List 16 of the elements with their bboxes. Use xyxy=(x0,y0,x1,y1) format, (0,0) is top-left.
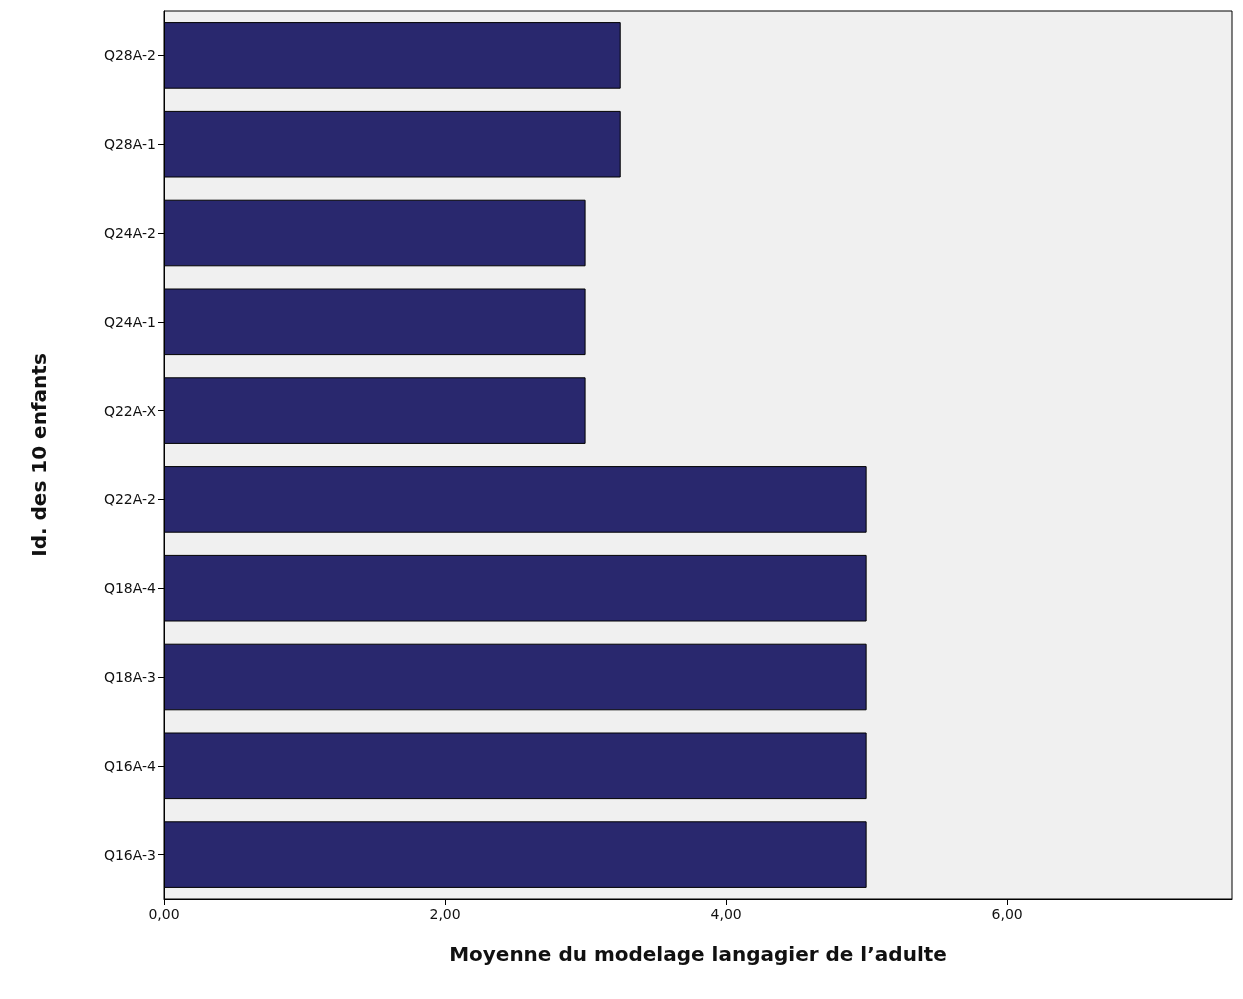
y-tick-label: Q24A-1 xyxy=(103,313,156,330)
y-tick-label: Q28A-2 xyxy=(103,47,156,64)
x-tick-label: 0,00 xyxy=(148,906,180,922)
y-tick-label: Q18A-4 xyxy=(103,580,157,597)
y-tick-label: Q16A-3 xyxy=(103,846,156,863)
y-tick-label: Q28A-1 xyxy=(103,136,156,153)
y-tick-label: Q16A-4 xyxy=(103,757,157,774)
y-tick-label: Q18A-3 xyxy=(103,669,156,685)
x-axis-title: Moyenne du modelage langagier de l’adulte xyxy=(449,942,947,966)
y-tick-label: Q22A-X xyxy=(103,402,157,419)
x-tick-label: 2,00 xyxy=(429,906,461,922)
x-tick-label: 6,00 xyxy=(991,906,1023,922)
y-tick-label: Q24A-2 xyxy=(103,225,156,241)
y-tick-label: Q22A-2 xyxy=(103,491,156,508)
x-tick-label: 4,00 xyxy=(710,906,742,922)
y-axis-title: Id. des 10 enfants xyxy=(27,353,51,557)
